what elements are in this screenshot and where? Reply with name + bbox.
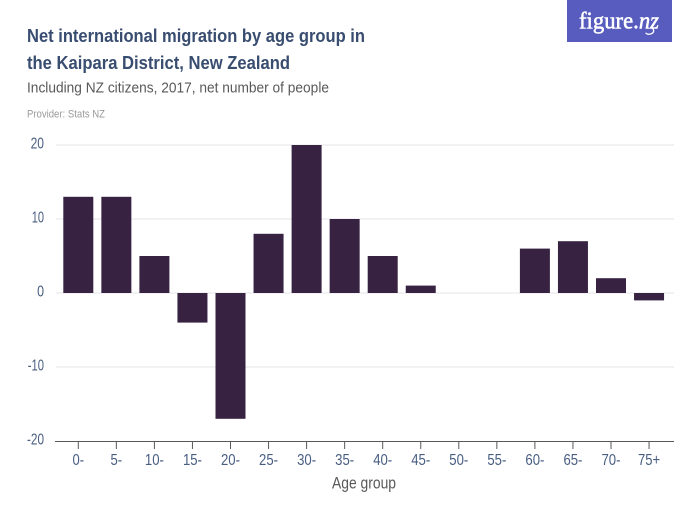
svg-text:-10: -10 [28,358,44,375]
svg-text:40-: 40- [373,452,392,469]
svg-text:-20: -20 [27,432,44,449]
svg-text:50-: 50- [449,452,468,469]
svg-text:Including NZ citizens, 2017, n: Including NZ citizens, 2017, net number … [27,80,329,96]
svg-text:0-: 0- [73,452,85,469]
svg-text:35-: 35- [335,452,354,469]
svg-text:figure.nz: figure.nz [579,9,660,35]
svg-text:30-: 30- [297,452,316,469]
svg-text:the Kaipara District, New Zeal: the Kaipara District, New Zealand [27,52,290,73]
svg-text:Net international migration by: Net international migration by age group… [27,25,365,46]
svg-text:5-: 5- [111,452,123,469]
svg-text:20-: 20- [221,452,240,469]
svg-text:10: 10 [32,210,45,227]
svg-text:55-: 55- [487,452,506,469]
svg-text:70-: 70- [602,452,621,469]
svg-text:75+: 75+ [638,452,660,469]
svg-text:25-: 25- [259,452,278,469]
svg-text:Provider: Stats NZ: Provider: Stats NZ [27,109,105,121]
svg-text:65-: 65- [563,452,582,469]
svg-text:15-: 15- [183,452,202,469]
svg-text:Age group: Age group [332,474,396,492]
svg-text:45-: 45- [411,452,430,469]
svg-text:60-: 60- [525,452,544,469]
svg-text:20: 20 [31,136,45,153]
svg-text:0: 0 [37,284,44,301]
svg-text:10-: 10- [145,452,164,469]
